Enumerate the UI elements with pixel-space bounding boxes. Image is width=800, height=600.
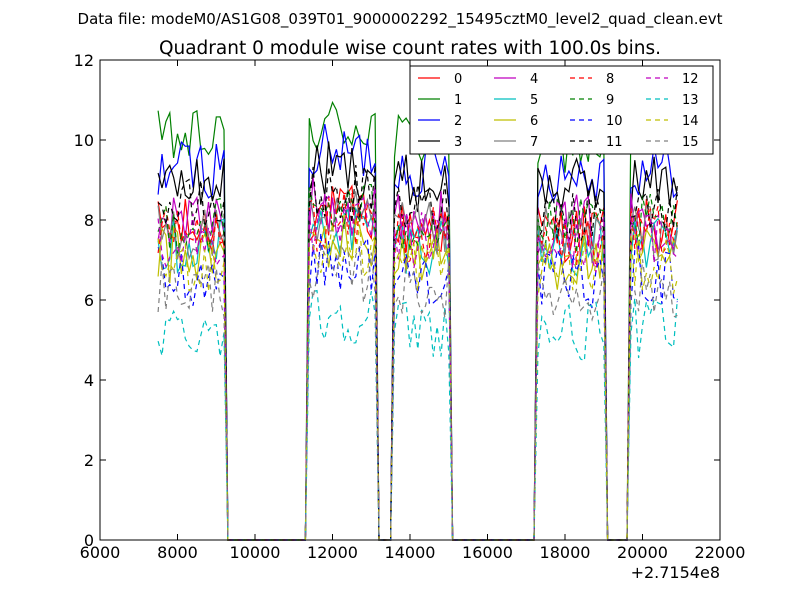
legend-label-9: 9 (606, 93, 614, 108)
series-line-15 (157, 242, 678, 541)
x-offset-label: +2.7154e8 (631, 563, 720, 582)
y-tick-label: 4 (84, 371, 94, 390)
file-title: Data file: modeM0/AS1G08_039T01_90000022… (78, 10, 723, 29)
x-tick-label: 8000 (157, 543, 198, 562)
legend-label-1: 1 (454, 93, 462, 108)
legend-label-12: 12 (682, 72, 699, 87)
plot-lines (157, 100, 678, 541)
series-line-11 (157, 164, 678, 541)
legend-label-3: 3 (454, 135, 462, 150)
series-line-12 (157, 195, 678, 541)
axis-ticks: 6000 8000 10000 12000 14000 16000 18000 20000 22… (74, 51, 746, 562)
legend-label-5: 5 (530, 93, 538, 108)
legend-label-14: 14 (682, 114, 699, 129)
x-tick-label: 12000 (307, 543, 358, 562)
x-tick-label: 6000 (80, 543, 121, 562)
x-tick-label: 14000 (385, 543, 436, 562)
x-tick-label: 22000 (695, 543, 746, 562)
y-tick-label: 2 (84, 451, 94, 470)
series-line-13 (157, 289, 678, 541)
legend-label-15: 15 (682, 135, 699, 150)
series-line-3 (157, 141, 678, 541)
legend-box (409, 65, 714, 155)
legend-label-4: 4 (530, 72, 538, 87)
legend-label-10: 10 (606, 114, 623, 129)
y-tick-label: 6 (84, 291, 94, 310)
series-line-6 (157, 214, 678, 541)
x-tick-label: 16000 (462, 543, 513, 562)
series-line-5 (157, 206, 678, 541)
x-tick-label: 10000 (230, 543, 281, 562)
series-line-10 (157, 232, 678, 541)
chart-title: Quadrant 0 module wise count rates with … (159, 38, 661, 59)
legend-label-7: 7 (530, 135, 538, 150)
legend-label-0: 0 (454, 72, 462, 87)
y-tick-label: 0 (84, 531, 94, 550)
y-tick-label: 12 (74, 51, 94, 70)
legend-label-8: 8 (606, 72, 614, 87)
y-tick-label: 8 (84, 211, 94, 230)
y-tick-label: 10 (74, 131, 94, 150)
x-tick-label: 18000 (540, 543, 591, 562)
x-tick-label: 20000 (617, 543, 668, 562)
legend-label-2: 2 (454, 114, 462, 129)
legend-label-13: 13 (682, 93, 699, 108)
series-line-8 (157, 192, 678, 541)
legend-label-6: 6 (530, 114, 538, 129)
legend-label-11: 11 (606, 135, 623, 150)
